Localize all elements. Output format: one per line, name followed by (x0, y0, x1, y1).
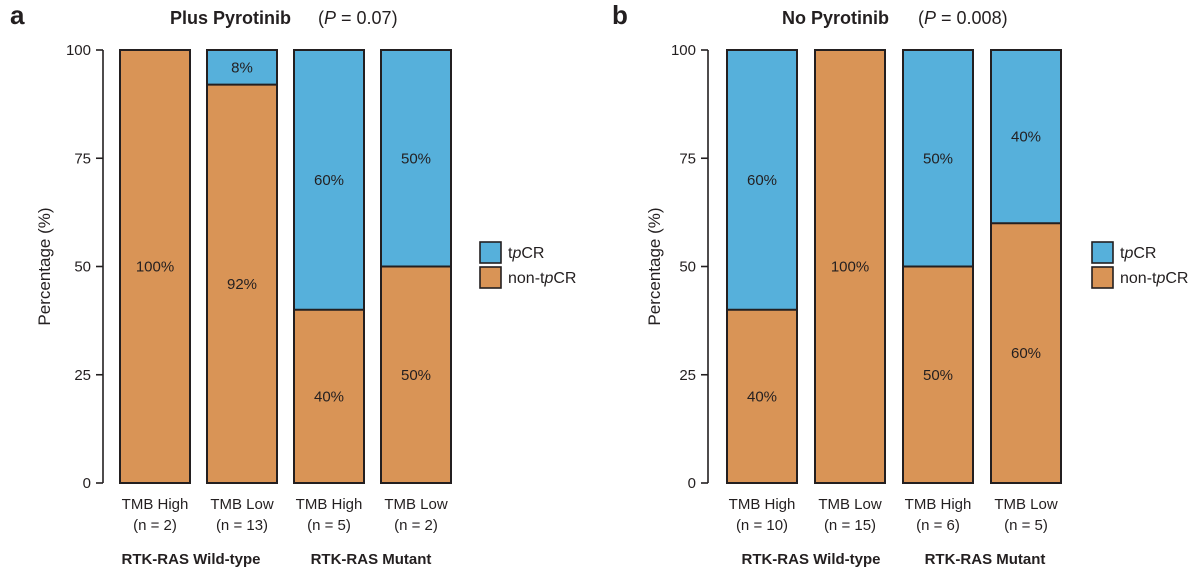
bar-data-label: 100% (136, 259, 174, 276)
legend-label-non-tpCR: non-tpCR (508, 270, 576, 287)
x-category-label: TMB High (122, 496, 189, 513)
y-tick-label: 25 (74, 367, 91, 384)
bar-segment-non-tpCR (727, 309, 797, 483)
legend-swatch-tpCR (479, 241, 502, 264)
x-group-label: RTK-RAS Mutant (925, 551, 1046, 568)
panel-letter: b (612, 0, 628, 30)
bar-segment-non-tpCR (991, 223, 1061, 483)
x-category-n: (n = 10) (736, 517, 788, 534)
y-tick-label: 50 (679, 259, 696, 276)
bar-segment-tpCR (294, 50, 364, 310)
bar-data-label: 40% (747, 388, 777, 405)
x-category-n: (n = 2) (394, 517, 438, 534)
chart-panel-a: a Plus Pyrotinib (P = 0.07) 0 25 50 75 100 Perce… (10, 0, 576, 568)
x-category-label: TMB Low (210, 496, 274, 513)
bar-outline (990, 49, 1062, 484)
x-group-label: RTK-RAS Wild-type (121, 551, 260, 568)
legend-label-non-tpCR: non-tpCR (1120, 270, 1188, 287)
bar-data-label: 8% (231, 59, 253, 76)
y-tick-label: 25 (679, 367, 696, 384)
x-group-label: RTK-RAS Wild-type (741, 551, 880, 568)
bar-segment-tpCR (991, 50, 1061, 224)
bar-outline (380, 49, 452, 484)
bar-data-label: 60% (1011, 345, 1041, 362)
legend-label-tpCR: tpCR (508, 245, 544, 262)
bar-outline (814, 49, 886, 484)
bar-data-label: 100% (831, 259, 869, 276)
y-axis-label: Percentage (%) (35, 207, 54, 325)
x-category-n: (n = 5) (307, 517, 351, 534)
bar-outline (902, 49, 974, 484)
x-category-n: (n = 5) (1004, 517, 1048, 534)
chart-panel-b: b No Pyrotinib (P = 0.008) 0 25 50 75 100 Percen… (612, 0, 1188, 568)
bar-data-label: 40% (1011, 129, 1041, 146)
y-tick-label: 75 (74, 150, 91, 167)
y-axis-label: Percentage (%) (645, 207, 664, 325)
bar-segment-non-tpCR (381, 266, 451, 483)
bar-data-label: 40% (314, 388, 344, 405)
bar-segment-tpCR (207, 50, 277, 85)
x-category-n: (n = 15) (824, 517, 876, 534)
y-tick-label: 100 (66, 42, 91, 59)
panel-letter: a (10, 0, 25, 30)
bar-segment-non-tpCR (815, 50, 885, 483)
bar-outline (119, 49, 191, 484)
bar-data-label: 60% (747, 172, 777, 189)
bar-segment-non-tpCR (120, 50, 190, 483)
chart-title: No Pyrotinib (782, 8, 889, 28)
bar-data-label: 92% (227, 276, 257, 293)
x-category-n: (n = 2) (133, 517, 177, 534)
x-group-label: RTK-RAS Mutant (311, 551, 432, 568)
x-category-n: (n = 13) (216, 517, 268, 534)
bar-segment-non-tpCR (207, 84, 277, 483)
x-category-label: TMB High (296, 496, 363, 513)
y-tick-label: 0 (688, 475, 696, 492)
bar-outline (206, 49, 278, 484)
bar-segment-non-tpCR (903, 266, 973, 483)
bar-data-label: 60% (314, 172, 344, 189)
bar-data-label: 50% (923, 367, 953, 384)
bar-segment-tpCR (727, 50, 797, 310)
bar-data-label: 50% (401, 150, 431, 167)
y-tick-label: 75 (679, 150, 696, 167)
legend-label-tpCR: tpCR (1120, 245, 1156, 262)
bar-data-label: 50% (401, 367, 431, 384)
bar-segment-tpCR (381, 50, 451, 267)
chart-title: Plus Pyrotinib (170, 8, 291, 28)
y-tick-label: 100 (671, 42, 696, 59)
x-category-label: TMB Low (384, 496, 448, 513)
x-category-label: TMB High (905, 496, 972, 513)
p-value-label: (P = 0.008) (918, 8, 1008, 28)
bar-segment-non-tpCR (294, 309, 364, 483)
bar-outline (293, 49, 365, 484)
x-category-label: TMB High (729, 496, 796, 513)
bar-data-label: 50% (923, 150, 953, 167)
y-tick-label: 0 (83, 475, 91, 492)
legend-swatch-tpCR (1091, 241, 1114, 264)
bar-segment-tpCR (903, 50, 973, 267)
x-category-label: TMB Low (818, 496, 882, 513)
bar-outline (726, 49, 798, 484)
legend: tpCR non-tpCR (1091, 241, 1188, 289)
p-value-label: (P = 0.07) (318, 8, 398, 28)
x-category-label: TMB Low (994, 496, 1058, 513)
legend: tpCR non-tpCR (479, 241, 576, 289)
legend-swatch-non-tpCR (1091, 266, 1114, 289)
x-category-n: (n = 6) (916, 517, 960, 534)
y-tick-label: 50 (74, 259, 91, 276)
legend-swatch-non-tpCR (479, 266, 502, 289)
